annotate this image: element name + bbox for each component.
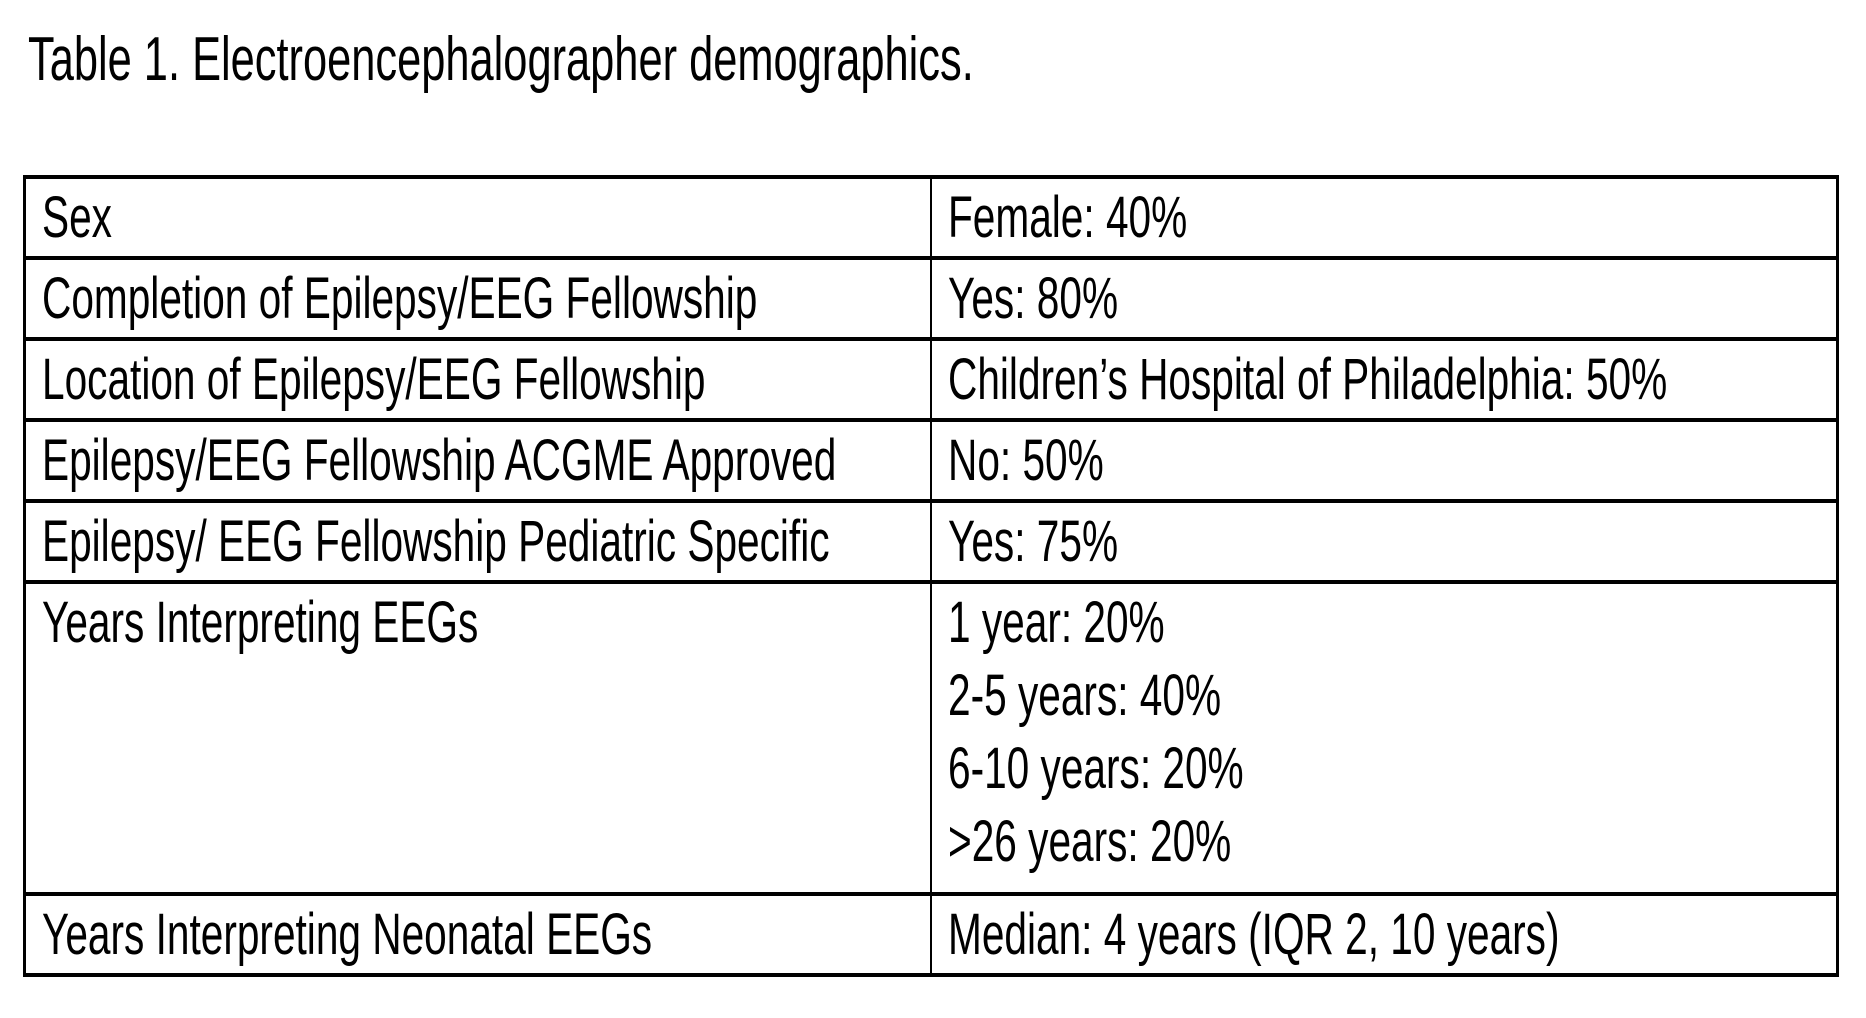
row-value: Yes: 75% [948, 509, 1119, 574]
row-value-line: 2-5 years: 40% [948, 663, 1222, 728]
row-value-cell: Children’s Hospital of Philadelphia: 50% [930, 337, 1839, 422]
row-value: Children’s Hospital of Philadelphia: 50% [948, 347, 1668, 412]
row-value-line: 6-10 years: 20% [948, 736, 1244, 801]
row-label: Years Interpreting Neonatal EEGs [42, 902, 653, 967]
row-value-cell: 1 year: 20% 2-5 years: 40% 6-10 years: 2… [930, 580, 1839, 896]
row-label: Completion of Epilepsy/EEG Fellowship [42, 266, 758, 331]
row-value-line: 1 year: 20% [948, 590, 1165, 655]
row-label: Location of Epilepsy/EEG Fellowship [42, 347, 706, 412]
table-row-fellowship-completion: Completion of Epilepsy/EEG Fellowship Ye… [23, 256, 1839, 341]
row-value-cell: Yes: 75% [930, 499, 1839, 584]
row-value: Yes: 80% [948, 266, 1119, 331]
row-label: Epilepsy/EEG Fellowship ACGME Approved [42, 428, 837, 493]
demographics-table: Sex Female: 40% Completion of Epilepsy/E… [23, 175, 1839, 977]
row-value: Female: 40% [948, 185, 1188, 250]
row-value-cell: Female: 40% [930, 175, 1839, 260]
row-label-cell: Epilepsy/ EEG Fellowship Pediatric Speci… [23, 499, 932, 584]
row-label-cell: Years Interpreting EEGs [23, 580, 932, 896]
table-row-acgme-approved: Epilepsy/EEG Fellowship ACGME Approved N… [23, 418, 1839, 503]
row-value: Median: 4 years (IQR 2, 10 years) [948, 902, 1560, 967]
row-label-cell: Completion of Epilepsy/EEG Fellowship [23, 256, 932, 341]
row-label: Years Interpreting EEGs [42, 590, 479, 655]
row-value-cell: Yes: 80% [930, 256, 1839, 341]
row-value-cell: No: 50% [930, 418, 1839, 503]
table-caption: Table 1. Electroencephalographer demogra… [28, 25, 974, 94]
row-value-line: >26 years: 20% [948, 809, 1232, 874]
table-row-years-interpreting-eegs: Years Interpreting EEGs 1 year: 20% 2-5 … [23, 580, 1839, 896]
row-label-cell: Location of Epilepsy/EEG Fellowship [23, 337, 932, 422]
table-row-sex: Sex Female: 40% [23, 175, 1839, 260]
row-label-cell: Sex [23, 175, 932, 260]
table-row-pediatric-specific: Epilepsy/ EEG Fellowship Pediatric Speci… [23, 499, 1839, 584]
row-value-cell: Median: 4 years (IQR 2, 10 years) [930, 892, 1839, 977]
table-row-years-neonatal-eegs: Years Interpreting Neonatal EEGs Median:… [23, 892, 1839, 977]
row-label-cell: Epilepsy/EEG Fellowship ACGME Approved [23, 418, 932, 503]
row-value: No: 50% [948, 428, 1104, 493]
row-label: Sex [42, 185, 112, 250]
row-label-cell: Years Interpreting Neonatal EEGs [23, 892, 932, 977]
row-label: Epilepsy/ EEG Fellowship Pediatric Speci… [42, 509, 830, 574]
table-row-fellowship-location: Location of Epilepsy/EEG Fellowship Chil… [23, 337, 1839, 422]
